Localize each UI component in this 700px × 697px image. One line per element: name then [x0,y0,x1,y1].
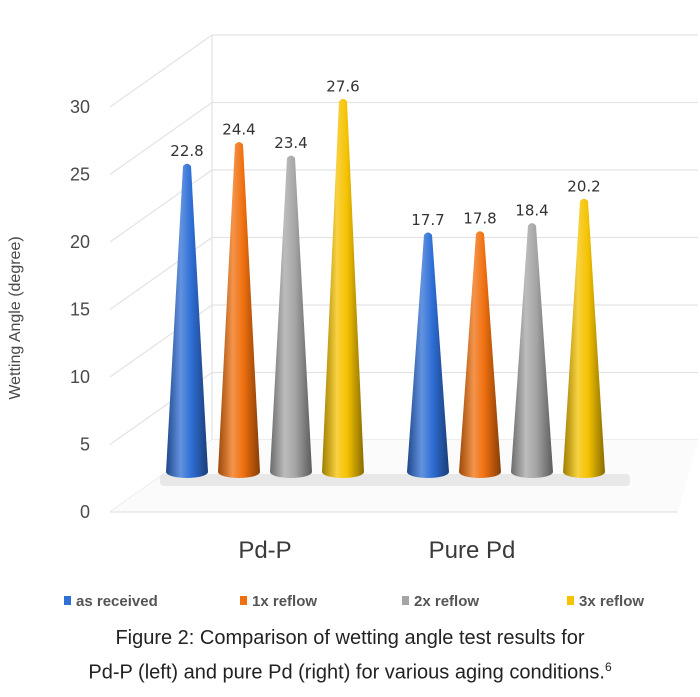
y-tick-label: 15 [70,300,90,320]
bar [166,163,208,478]
data-label: 20.2 [567,177,600,195]
data-label: 24.4 [222,121,255,139]
data-label: 18.4 [515,202,548,220]
legend-item: 2x reflow [402,593,479,610]
category-label: Pure Pd [429,537,516,564]
data-label: 23.4 [274,134,307,152]
category-labels: Pd-P Pure Pd [238,537,515,564]
legend-swatch [567,596,574,605]
legend-swatch [64,596,71,605]
bar [322,98,364,479]
category-label: Pd-P [238,537,291,564]
legend-label: 3x reflow [579,593,644,610]
legend-item: 1x reflow [240,593,317,610]
bar [270,155,312,478]
bar [218,142,260,478]
caption-line-2-text: Pd-P (left) and pure Pd (right) for vari… [88,661,605,684]
data-label: 27.6 [326,77,359,95]
y-tick-label: 0 [80,502,90,522]
figure-caption: Figure 2: Comparison of wetting angle te… [0,624,700,688]
legend-item: 3x reflow [567,593,644,610]
legend-label: 1x reflow [252,593,317,610]
bar-shadow [160,474,630,486]
bar [407,232,449,478]
caption-line-1: Figure 2: Comparison of wetting angle te… [115,627,585,649]
y-tick-label: 30 [70,97,90,117]
y-axis-ticks: 0 5 10 15 20 25 30 [70,97,90,522]
legend-item: as received [64,593,158,610]
caption-line-2: Pd-P (left) and pure Pd (right) for vari… [0,653,700,688]
y-tick-label: 5 [80,435,90,455]
bar [563,198,605,479]
bars [166,98,605,479]
legend: as received 1x reflow 2x reflow 3x reflow [64,593,644,610]
bar [459,231,501,478]
caption-reference: 6 [604,660,612,674]
y-axis-label: Wetting Angle (degree) [7,236,24,399]
gridline-diag [109,102,213,175]
data-label: 22.8 [170,142,203,160]
legend-label: as received [76,593,158,610]
data-label: 17.8 [463,210,496,228]
data-labels: 22.8 24.4 23.4 27.6 17.7 17.8 18.4 20.2 [170,77,600,229]
gridline-diag [109,34,213,108]
legend-label: 2x reflow [414,593,479,610]
y-tick-label: 10 [70,367,90,387]
data-label: 17.7 [411,211,444,229]
legend-swatch [402,596,409,605]
y-tick-label: 25 [70,165,90,185]
gridline-diag [109,169,213,243]
bar [511,223,553,478]
legend-swatch [240,596,247,605]
chart: 0 5 10 15 20 25 30 Wetting Angle (degree) 22.8… [7,34,698,610]
y-tick-label: 20 [70,232,90,252]
